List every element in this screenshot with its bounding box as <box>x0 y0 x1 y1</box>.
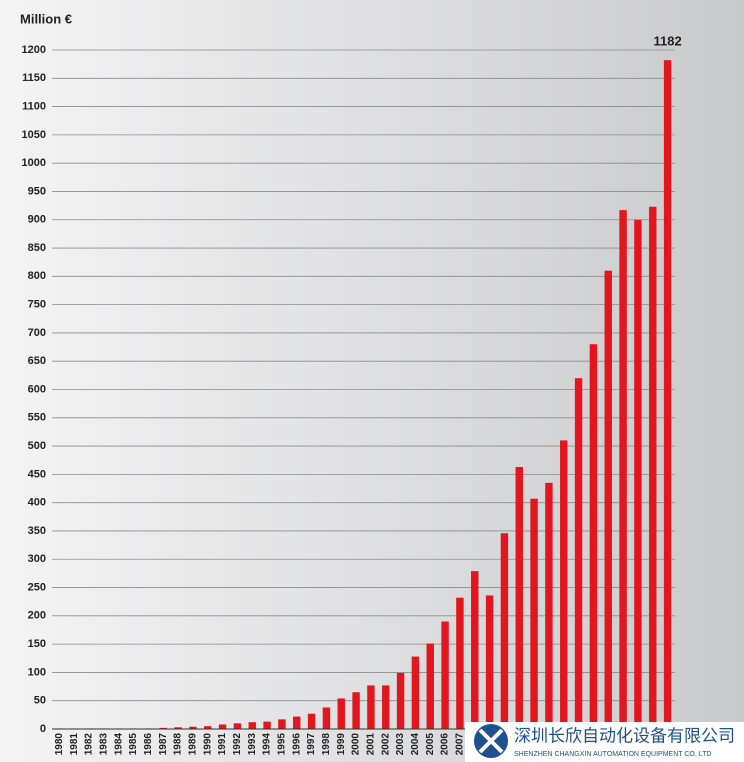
bar <box>159 727 167 729</box>
bar <box>278 719 286 729</box>
x-tick-label: 2003 <box>395 733 406 756</box>
x-tick-label: 1987 <box>158 733 169 756</box>
bar <box>233 723 242 729</box>
bar <box>382 685 390 729</box>
bar <box>530 498 538 729</box>
bar <box>411 656 420 729</box>
x-tick-label: 2006 <box>440 733 451 756</box>
x-tick-label: 1986 <box>143 733 154 756</box>
bar <box>426 643 434 729</box>
bar <box>441 621 449 729</box>
bar <box>604 270 612 729</box>
bar <box>471 571 479 729</box>
bar <box>515 467 523 729</box>
bar <box>574 378 583 729</box>
bar <box>634 219 642 729</box>
y-tick-label: 400 <box>28 497 46 509</box>
logo-mark <box>478 728 504 754</box>
x-tick-label: 1981 <box>69 733 80 756</box>
y-tick-label: 1050 <box>22 129 46 141</box>
bar <box>589 344 598 729</box>
watermark-subtitle: SHENZHEN CHANGXIN AUTOMATION EQUIPMENT C… <box>514 751 711 758</box>
bar <box>307 713 316 729</box>
bar <box>485 595 494 729</box>
y-tick-label: 1000 <box>22 157 46 169</box>
y-tick-label: 900 <box>28 214 46 226</box>
x-tick-label: 1992 <box>232 733 243 756</box>
watermark: 深圳长欣自动化设备有限公司 SHENZHEN CHANGXIN AUTOMATI… <box>465 722 744 762</box>
x-tick-label: 2007 <box>455 733 466 756</box>
y-tick-label: 1200 <box>22 44 46 56</box>
bar <box>293 716 301 729</box>
bar <box>560 440 568 729</box>
x-tick-label: 1989 <box>188 733 199 756</box>
x-tick-label: 2000 <box>351 733 362 756</box>
bar <box>649 206 657 729</box>
bar <box>500 533 509 729</box>
y-tick-label: 600 <box>28 383 46 395</box>
data-label: 1182 <box>653 34 681 49</box>
x-tick-label: 2001 <box>366 733 377 756</box>
x-tick-label: 1997 <box>306 733 317 756</box>
bar <box>174 727 182 729</box>
x-tick-label: 1984 <box>113 733 124 756</box>
bar <box>396 672 405 729</box>
y-tick-label: 650 <box>28 355 46 367</box>
y-tick-label: 50 <box>34 695 46 707</box>
bar <box>322 707 331 729</box>
bar <box>352 692 360 729</box>
x-tick-label: 1985 <box>128 733 139 756</box>
x-tick-label: 2002 <box>380 733 391 756</box>
x-tick-label: 1983 <box>99 733 110 756</box>
x-tick-label: 1982 <box>84 733 95 756</box>
y-tick-label: 200 <box>28 610 46 622</box>
x-tick-label: 1998 <box>321 733 332 756</box>
bar <box>545 482 553 729</box>
y-tick-label: 100 <box>28 666 46 678</box>
x-tick-label: 1996 <box>291 733 302 756</box>
y-tick-label: 700 <box>28 327 46 339</box>
y-tick-label: 550 <box>28 412 46 424</box>
x-tick-label: 1999 <box>336 733 347 756</box>
x-tick-label: 1991 <box>217 733 228 756</box>
x-tick-label: 1993 <box>247 733 258 756</box>
y-tick-label: 300 <box>28 553 46 565</box>
bar <box>204 726 212 729</box>
y-tick-label: 0 <box>40 723 46 735</box>
y-tick-label: 450 <box>28 468 46 480</box>
bar <box>337 698 345 729</box>
y-tick-label: 150 <box>28 638 46 650</box>
y-tick-label: 850 <box>28 242 46 254</box>
bar <box>263 721 271 729</box>
bar <box>218 724 227 729</box>
bar <box>367 685 375 729</box>
watermark-name: 深圳长欣自动化设备有限公司 <box>514 726 735 745</box>
x-tick-label: 1988 <box>173 733 184 756</box>
x-tick-label: 2004 <box>410 733 421 756</box>
x-tick-label: 2005 <box>425 733 436 756</box>
bar <box>456 597 464 729</box>
y-tick-label: 750 <box>28 299 46 311</box>
y-tick-label: 800 <box>28 270 46 282</box>
bar <box>619 210 627 729</box>
x-tick-label: 1980 <box>54 733 65 756</box>
x-tick-label: 1990 <box>202 733 213 756</box>
watermark-bg <box>465 722 744 762</box>
y-tick-label: 1150 <box>22 72 46 84</box>
y-tick-label: 350 <box>28 525 46 537</box>
bar <box>663 60 672 730</box>
y-tick-label: 250 <box>28 581 46 593</box>
x-tick-label: 1995 <box>277 733 288 756</box>
x-tick-label: 1994 <box>262 733 273 756</box>
y-tick-label: 500 <box>28 440 46 452</box>
bar <box>248 722 256 729</box>
y-tick-label: 950 <box>28 185 46 197</box>
bar <box>189 726 197 729</box>
y-axis-label: Million € <box>20 11 72 26</box>
y-tick-label: 1100 <box>22 100 46 112</box>
